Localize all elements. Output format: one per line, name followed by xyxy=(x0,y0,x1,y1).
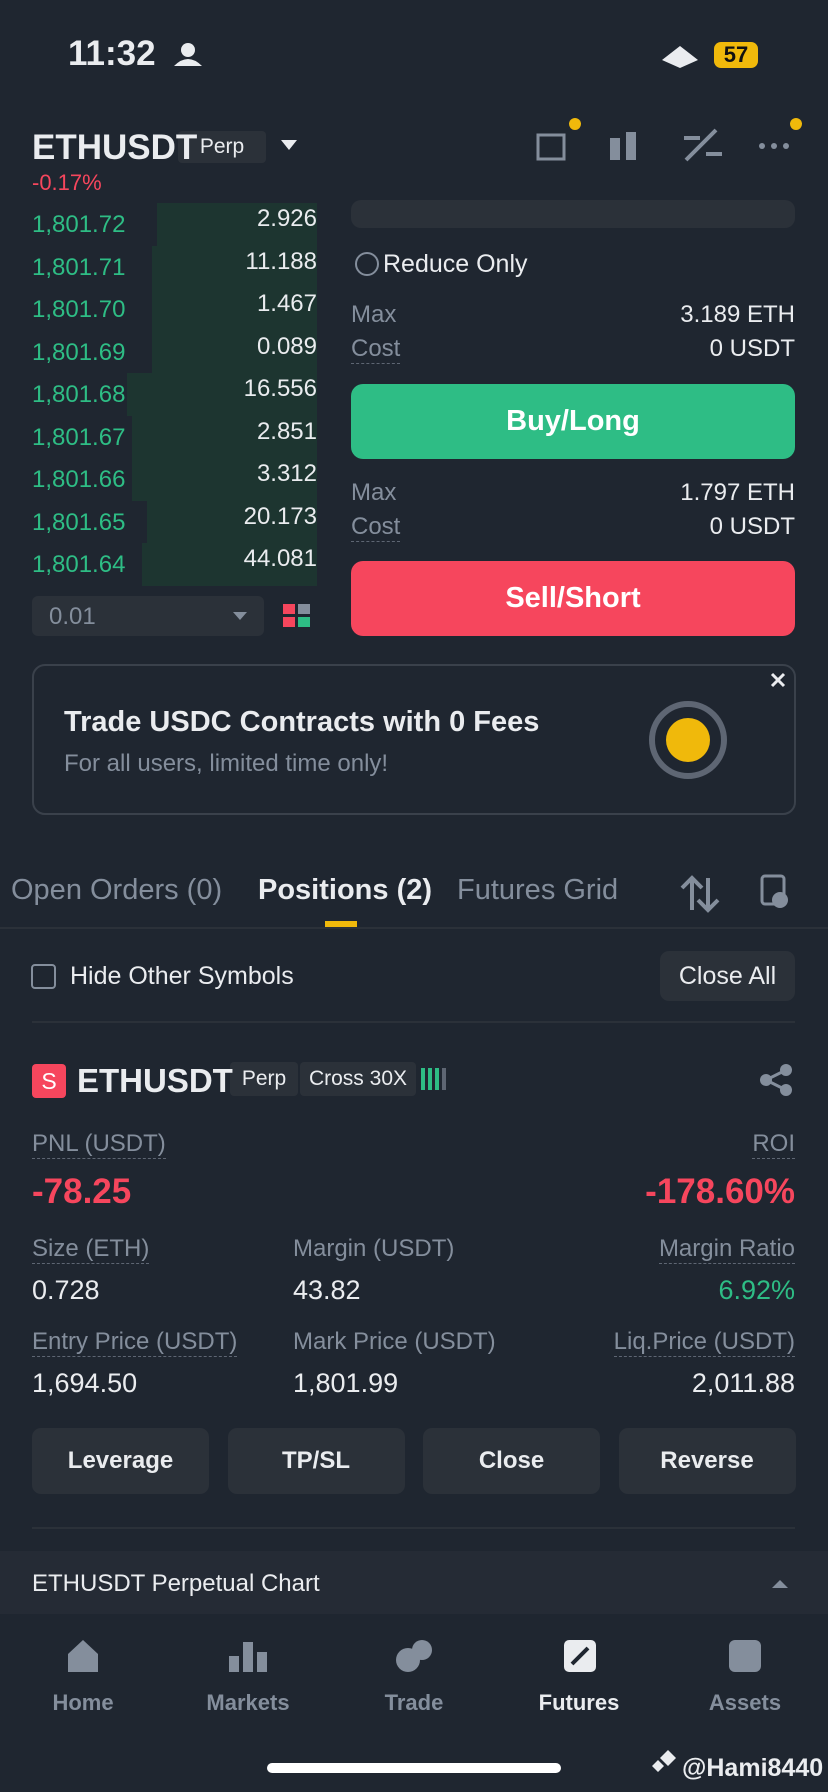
bid-price: 1,801.71 xyxy=(32,253,126,281)
bid-qty: 2.926 xyxy=(256,205,317,232)
pnl-label: PNL (USDT) xyxy=(32,1130,166,1159)
field-label: Margin (USDT) xyxy=(293,1235,455,1262)
depth-bar xyxy=(142,543,317,586)
field-label: Liq.Price (USDT) xyxy=(613,1328,795,1357)
hide-label[interactable]: Hide Other Symbols xyxy=(70,962,294,990)
bid-qty: 2.851 xyxy=(256,417,317,445)
badge: Perp xyxy=(199,135,245,158)
banner-title: Trade USDC Contracts with 0 Fees xyxy=(64,706,540,738)
depth-bar xyxy=(152,288,317,331)
tab[interactable]: Open Orders (0) xyxy=(11,874,223,906)
bid-price: 1,801.72 xyxy=(32,211,126,238)
margin-mode: Cross 30X xyxy=(308,1067,408,1090)
cost-label: Cost xyxy=(351,335,401,364)
pos-badge: Perp xyxy=(241,1067,287,1090)
pos-symbol: ETHUSDT xyxy=(77,1062,233,1099)
max-value: 3.189 ETH xyxy=(680,301,795,328)
depth-select[interactable]: 0.01 xyxy=(49,603,96,630)
depth-bar xyxy=(152,330,317,374)
tab[interactable]: Futures Grid xyxy=(457,874,619,906)
time: 11:32 xyxy=(68,34,156,73)
battery: 57 xyxy=(714,42,758,68)
field-value: 6.92% xyxy=(718,1275,795,1305)
depth-bar xyxy=(127,373,317,416)
change: -0.17% xyxy=(32,170,102,195)
position-button[interactable]: Close xyxy=(423,1428,600,1494)
bid-price: 1,801.65 xyxy=(32,508,126,536)
bid-price: 1,801.67 xyxy=(32,423,126,451)
buy-button[interactable]: Buy/Long xyxy=(351,384,795,459)
bid-price: 1,801.68 xyxy=(32,381,126,408)
bid-price: 1,801.64 xyxy=(32,551,126,578)
symbol[interactable]: ETHUSDT xyxy=(32,128,198,167)
bid-qty: 20.173 xyxy=(243,502,317,530)
cost-label: Cost xyxy=(351,513,401,542)
bid-qty: 11.188 xyxy=(245,247,317,275)
roi: -178.60% xyxy=(645,1172,795,1211)
bid-qty: 3.312 xyxy=(256,460,317,487)
field-value: 2,011.88 xyxy=(691,1368,795,1398)
position-button[interactable]: Leverage xyxy=(32,1428,209,1494)
field-value: 1,694.50 xyxy=(32,1368,138,1398)
bid-qty: 0.089 xyxy=(256,332,317,360)
pnl: -78.25 xyxy=(32,1172,132,1211)
bid-qty: 1.467 xyxy=(256,290,317,317)
bid-price: 1,801.69 xyxy=(32,338,126,366)
field-label: Mark Price (USDT) xyxy=(293,1328,496,1355)
bid-qty: 44.081 xyxy=(243,545,317,572)
close-all[interactable]: Close All xyxy=(678,962,777,990)
nav-item[interactable]: Home xyxy=(52,1690,114,1715)
max-label: Max xyxy=(351,479,397,506)
banner-subtitle: For all users, limited time only! xyxy=(64,750,389,777)
nav-item[interactable]: Markets xyxy=(206,1690,290,1715)
depth-bar xyxy=(152,245,317,289)
depth-bar xyxy=(157,203,317,246)
watermark: @Hami8440 xyxy=(682,1754,824,1782)
chart-bar[interactable]: ETHUSDT Perpetual Chart xyxy=(32,1570,320,1597)
field-label: Margin Ratio xyxy=(658,1235,795,1264)
position-button[interactable]: TP/SL xyxy=(227,1428,405,1494)
cost-value: 0 USDT xyxy=(709,335,795,362)
position-button[interactable]: Reverse xyxy=(618,1428,796,1494)
bid-price: 1,801.66 xyxy=(32,466,126,493)
bid-qty: 16.556 xyxy=(243,375,317,402)
field-value: 0.728 xyxy=(32,1275,100,1305)
depth-bar xyxy=(132,415,317,459)
nav-item[interactable]: Assets xyxy=(708,1690,782,1715)
roi-label: ROI xyxy=(752,1130,795,1159)
cost-value: 0 USDT xyxy=(709,513,795,540)
depth-bar xyxy=(132,458,317,501)
field-label: Entry Price (USDT) xyxy=(32,1328,238,1357)
field-value: 43.82 xyxy=(293,1275,361,1305)
nav-item[interactable]: Trade xyxy=(384,1690,444,1715)
max-value: 1.797 ETH xyxy=(680,479,795,506)
depth-bar xyxy=(147,500,317,544)
field-label: Size (ETH) xyxy=(32,1235,150,1264)
field-value: 1,801.99 xyxy=(293,1368,399,1398)
sell-button[interactable]: Sell/Short xyxy=(351,561,795,636)
reduce-only[interactable]: Reduce Only xyxy=(383,250,528,278)
side: S xyxy=(41,1068,57,1094)
nav-item[interactable]: Futures xyxy=(538,1690,620,1715)
bid-price: 1,801.70 xyxy=(32,296,126,323)
tab[interactable]: Positions (2) xyxy=(258,874,433,906)
max-label: Max xyxy=(351,301,397,328)
